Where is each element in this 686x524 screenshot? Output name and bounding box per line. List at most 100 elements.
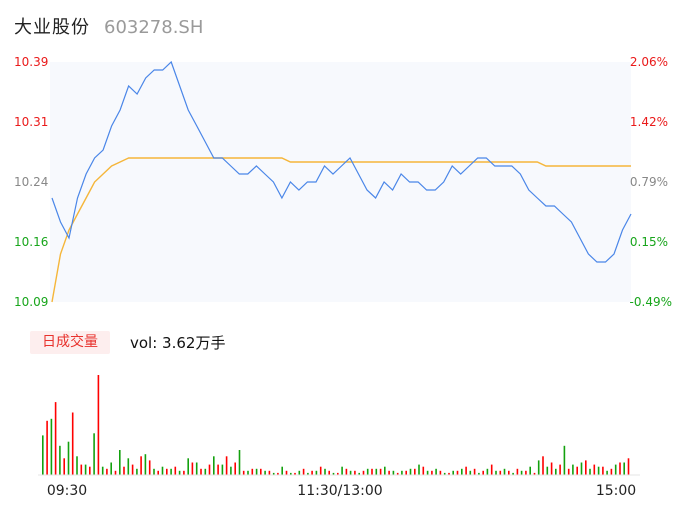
volume-bar-down <box>101 466 104 475</box>
volume-bar-down <box>272 472 275 475</box>
volume-bar-down <box>67 441 70 475</box>
volume-bar-up <box>71 412 74 475</box>
volume-bar-down <box>84 464 87 475</box>
volume-bar-down <box>204 468 207 476</box>
volume-bar-down <box>349 470 352 475</box>
volume-bar-down <box>153 468 155 476</box>
volume-bar-up <box>414 468 416 476</box>
volume-bar-down <box>366 468 369 476</box>
volume-bar-down <box>409 468 412 476</box>
volume-bar-down <box>255 468 258 476</box>
volume-bar-down <box>161 466 164 475</box>
volume-bar-up <box>422 466 425 475</box>
volume-bar-up <box>482 470 484 475</box>
volume-bar-up <box>123 466 125 475</box>
volume-bar-up <box>328 470 330 475</box>
volume-bar-up <box>431 470 433 475</box>
volume-bar-down <box>495 470 497 475</box>
volume-bar-up <box>345 468 348 476</box>
volume-bar-down <box>537 460 540 475</box>
volume-bar-down <box>512 472 514 475</box>
time-label-open: 09:30 <box>47 483 87 499</box>
volume-bar-up <box>54 402 57 475</box>
pct-tick-2: 1.42% <box>630 115 668 129</box>
volume-bar-up <box>610 468 613 476</box>
pct-tick-3: 0.79% <box>630 175 668 189</box>
volume-bar-down <box>324 468 326 476</box>
volume-bar-up <box>148 460 151 475</box>
volume-bar-down <box>195 462 198 475</box>
volume-bar-up <box>379 468 382 476</box>
volume-bar-up <box>302 468 305 476</box>
volume-bar-up <box>508 470 510 475</box>
volume-bar-down <box>264 470 266 475</box>
volume-bar-down <box>563 445 566 475</box>
average-price-line <box>51 157 631 303</box>
volume-bar-down <box>452 470 454 475</box>
volume-bar-down <box>375 468 378 476</box>
volume-bar-up <box>80 464 83 475</box>
stock-header: 大业股份 603278.SH <box>14 13 203 39</box>
volume-bar-down <box>93 433 95 475</box>
volume-bar-down <box>213 456 215 476</box>
volume-bar-up <box>448 472 450 475</box>
volume-bar-up <box>183 470 185 475</box>
price-tick-3: 10.24 <box>14 175 48 189</box>
volume-bar-up <box>499 470 502 475</box>
volume-bar-down <box>307 472 309 475</box>
time-label-mid: 11:30/13:00 <box>297 483 382 499</box>
volume-bar-up <box>319 466 322 475</box>
volume-bar-up <box>371 468 373 476</box>
volume-bar-up <box>465 466 467 475</box>
volume-bar-up <box>268 470 271 475</box>
volume-bar-down <box>187 458 189 475</box>
volume-bar-down <box>443 472 446 475</box>
pct-tick-4: 0.15% <box>630 235 668 249</box>
volume-bar-down <box>59 445 61 475</box>
volume-bar-down <box>384 466 386 475</box>
volume-readout: vol: 3.62万手 <box>130 334 226 352</box>
volume-bar-up <box>405 470 407 475</box>
volume-bar-up <box>593 464 596 475</box>
volume-bar-down <box>486 468 489 476</box>
volume-bar-down <box>401 470 403 475</box>
volume-bar-down <box>418 464 420 475</box>
volume-bar-up <box>439 470 442 475</box>
volume-bar-down <box>290 472 292 475</box>
volume-bar-down <box>503 468 506 476</box>
volume-bar-up <box>131 464 134 475</box>
volume-bar-down <box>281 466 283 475</box>
volume-bar-up <box>63 458 65 475</box>
stock-code: 603278.SH <box>104 17 204 38</box>
volume-bar-down <box>606 470 608 475</box>
volume-bar-up <box>362 470 365 475</box>
volume-bar-up <box>260 468 262 476</box>
volume-bar-down <box>42 435 44 475</box>
price-line <box>51 60 632 263</box>
volume-bar-up <box>208 464 211 475</box>
volume-bar-up <box>473 468 476 476</box>
volume-bar-up <box>533 472 536 475</box>
volume-bar-up <box>337 472 339 475</box>
volume-bar-down <box>341 466 343 475</box>
volume-bar-down <box>435 468 437 476</box>
volume-bar-down <box>119 450 121 475</box>
volume-bar-down <box>50 418 53 476</box>
volume-bar-down <box>546 466 549 475</box>
volume-bar-up <box>602 466 604 475</box>
volume-bar-up <box>525 470 527 475</box>
volume-bar-down <box>127 458 130 475</box>
volume-bar-up <box>89 466 91 475</box>
volume-bar-down <box>298 470 301 475</box>
volume-bar-down <box>555 468 557 476</box>
volume-bar-up <box>191 462 194 475</box>
price-plot-area <box>50 62 631 302</box>
volume-bar-down <box>247 470 249 475</box>
volume-bar-down <box>315 470 318 475</box>
volume-bar-down <box>238 450 241 475</box>
volume-bar-up <box>294 472 296 475</box>
volume-badge: 日成交量 <box>30 331 110 354</box>
volume-bar-down <box>230 466 232 475</box>
volume-bar-down <box>144 454 147 475</box>
